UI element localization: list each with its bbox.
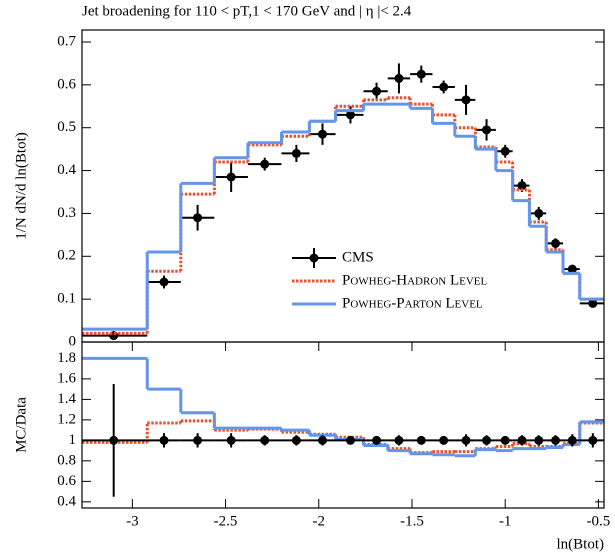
y-tick-label: 0.7: [57, 33, 76, 49]
y-tick-label: 1: [69, 432, 77, 448]
plot-frame: [81, 341, 605, 509]
data-point: [317, 129, 327, 139]
y-axis-label: MC/Data: [13, 397, 29, 453]
data-point: [439, 435, 449, 445]
data-point: [461, 435, 471, 445]
data-point: [588, 435, 598, 445]
data-point: [260, 435, 270, 445]
y-tick-label: 0.1: [57, 291, 76, 307]
y-tick-label: 0.5: [57, 119, 76, 135]
y-tick-label: 0.8: [57, 452, 76, 468]
y-tick-label: 0: [69, 333, 77, 349]
data-point: [439, 82, 449, 92]
y-tick-label: 0.6: [57, 473, 76, 489]
data-point: [291, 148, 301, 158]
data-point: [534, 435, 544, 445]
data-point: [260, 159, 270, 169]
x-tick-label: -3: [126, 513, 139, 529]
x-axis-label: ln(Btot): [557, 536, 605, 552]
data-point: [226, 435, 236, 445]
data-point: [534, 208, 544, 218]
data-point: [193, 213, 203, 223]
data-point: [291, 435, 301, 445]
x-tick-label: -1.5: [400, 513, 424, 529]
data-point: [551, 435, 561, 445]
y-tick-label: 0.3: [57, 205, 76, 221]
data-point: [109, 435, 119, 445]
legend-label: CMS: [342, 249, 374, 265]
chart-title: Jet broadening for 110 < pT,1 < 170 GeV …: [82, 3, 412, 19]
data-point: [416, 435, 426, 445]
y-tick-label: 0.6: [57, 76, 76, 92]
data-point: [345, 435, 355, 445]
data-point: [500, 435, 510, 445]
data-point: [159, 277, 169, 287]
y-tick-label: 0.4: [57, 493, 76, 509]
data-point: [461, 95, 471, 105]
data-point: [394, 73, 404, 83]
data-point: [482, 125, 492, 135]
x-tick-label: -1: [499, 513, 512, 529]
data-point: [567, 435, 577, 445]
data-point: [394, 435, 404, 445]
y-tick-label: 0.4: [57, 162, 76, 178]
data-point: [567, 264, 577, 274]
x-tick-label: -0.5: [587, 513, 611, 529]
x-tick-label: -2.5: [214, 513, 238, 529]
y-tick-label: 0.2: [57, 248, 76, 264]
data-point: [517, 435, 527, 445]
data-point: [317, 435, 327, 445]
data-point: [588, 298, 598, 308]
data-point: [517, 181, 527, 191]
data-point: [551, 238, 561, 248]
data-point: [159, 435, 169, 445]
data-point: [372, 435, 382, 445]
x-tick-label: -2: [313, 513, 326, 529]
data-point: [345, 110, 355, 120]
data-point: [226, 172, 236, 182]
y-tick-label: 1.4: [57, 391, 76, 407]
y-axis-label: 1/N dN/d ln(Btot): [13, 132, 29, 240]
y-tick-label: 1.8: [57, 350, 76, 366]
data-point: [482, 435, 492, 445]
data-point: [193, 435, 203, 445]
legend-marker: [309, 253, 319, 263]
y-tick-label: 1.2: [57, 411, 76, 427]
data-point: [500, 146, 510, 156]
legend-label: Powheg-Parton Level: [342, 295, 483, 311]
data-point: [416, 69, 426, 79]
legend-label: Powheg-Hadron Level: [342, 272, 488, 288]
y-tick-label: 1.6: [57, 370, 76, 386]
data-point: [372, 86, 382, 96]
